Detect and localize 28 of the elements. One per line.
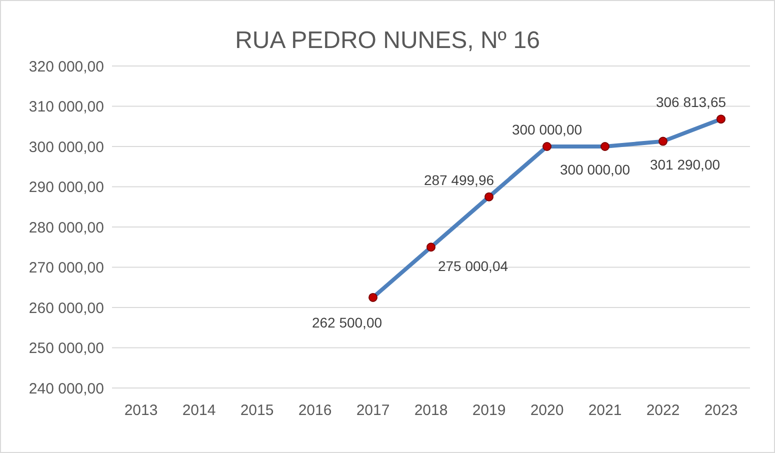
- x-tick-label: 2014: [182, 402, 216, 419]
- x-tick-label: 2022: [646, 402, 680, 419]
- y-tick-label: 310 000,00: [28, 98, 104, 116]
- x-tick-label: 2019: [472, 402, 506, 419]
- y-tick-label: 290 000,00: [28, 179, 104, 196]
- y-tick-label: 250 000,00: [28, 340, 104, 357]
- data-label: 306 813,65: [656, 94, 726, 110]
- x-tick-label: 2017: [356, 402, 390, 419]
- y-tick-label: 320 000,00: [28, 58, 104, 76]
- x-tick-label: 2023: [704, 402, 738, 419]
- data-label: 287 499,96: [424, 172, 494, 188]
- x-tick-label: 2018: [414, 402, 448, 419]
- chart-title: RUA PEDRO NUNES, Nº 16: [235, 27, 540, 54]
- y-tick-label: 280 000,00: [28, 219, 104, 236]
- x-tick-label: 2015: [240, 402, 274, 419]
- y-tick-label: 300 000,00: [28, 138, 104, 156]
- data-label: 275 000,04: [438, 258, 508, 274]
- y-tick-label: 240 000,00: [28, 380, 104, 398]
- data-label: 300 000,00: [512, 122, 582, 138]
- y-tick-label: 270 000,00: [28, 260, 104, 276]
- x-tick-label: 2021: [588, 402, 622, 419]
- data-label: 301 290,00: [650, 156, 720, 172]
- data-label: 300 000,00: [560, 162, 630, 178]
- data-label: 262 500,00: [312, 314, 382, 330]
- x-tick-label: 2016: [298, 402, 332, 419]
- y-tick-label: 260 000,00: [28, 300, 104, 317]
- x-tick-label: 2013: [124, 402, 158, 419]
- x-tick-label: 2020: [530, 402, 564, 419]
